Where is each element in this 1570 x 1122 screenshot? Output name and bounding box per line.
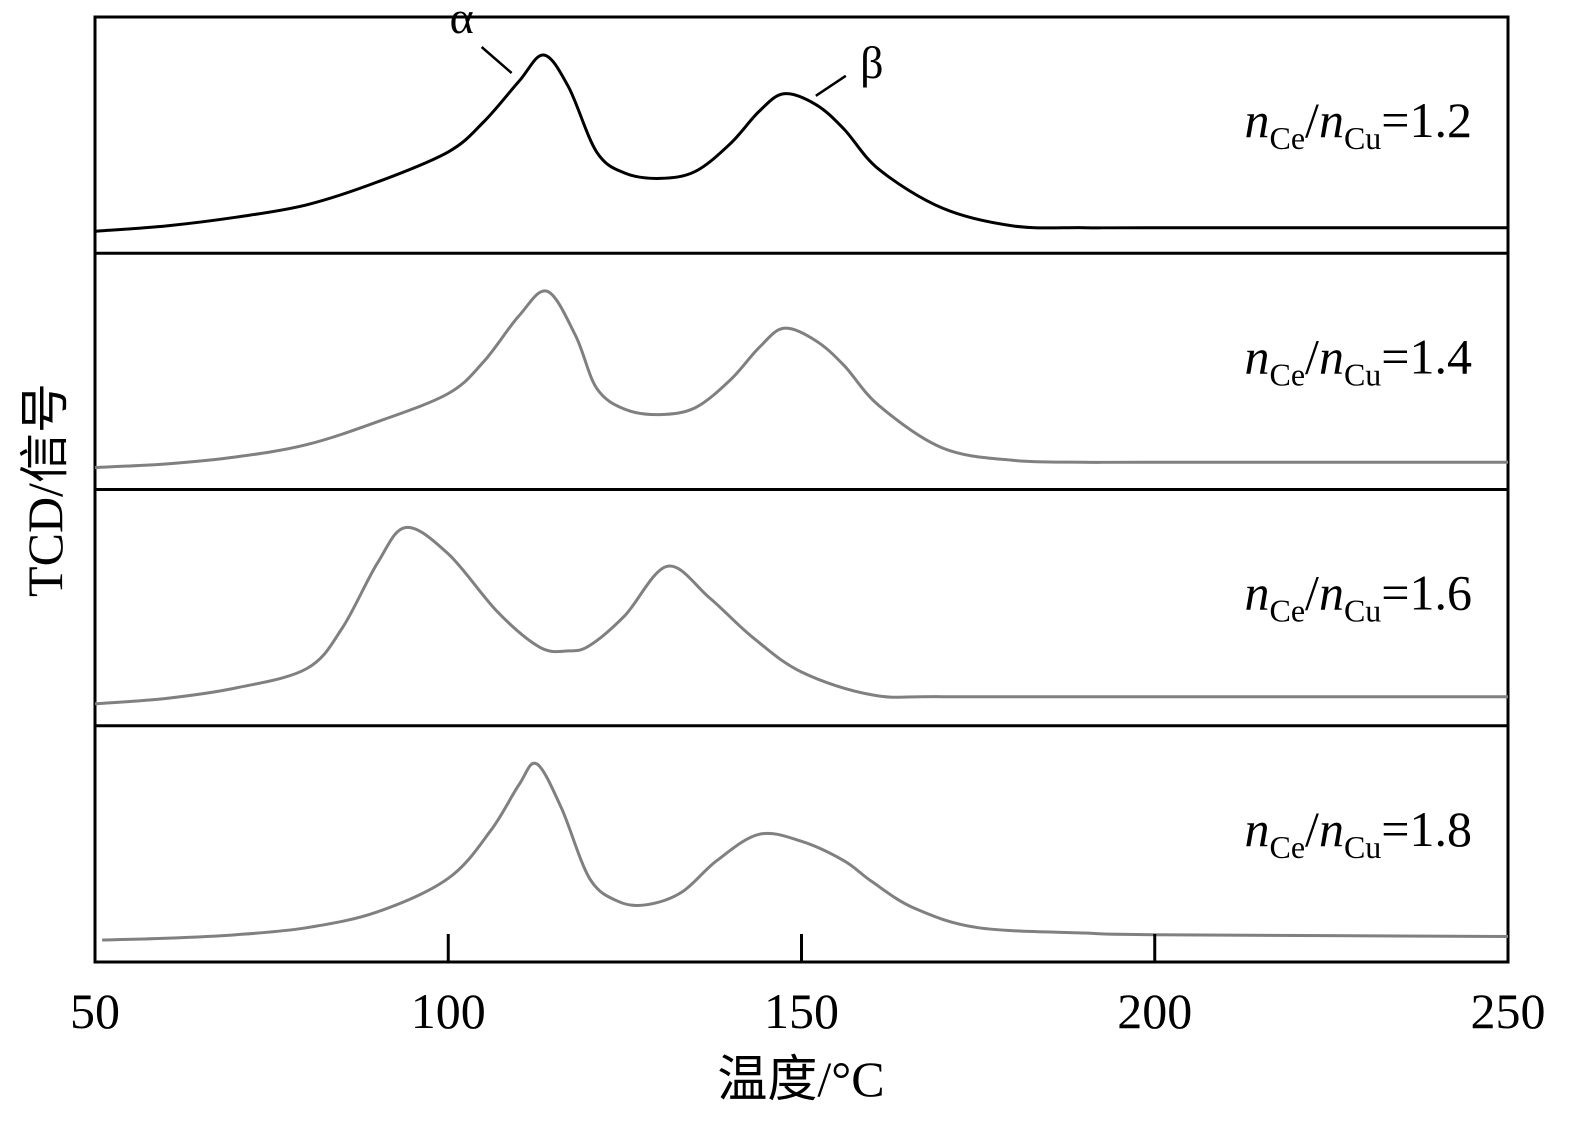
series-label-part: n — [1319, 801, 1344, 857]
peak-annotation: α — [450, 0, 474, 43]
series-label-part: Ce — [1270, 593, 1306, 629]
series-label-part: =1.8 — [1381, 801, 1472, 857]
series-label: nCe/nCu=1.6 — [1245, 565, 1473, 629]
peak-annotations: αβ — [450, 0, 884, 97]
series-label-part: Cu — [1344, 593, 1381, 629]
x-tick-label: 100 — [411, 983, 486, 1039]
series-label-part: / — [1305, 92, 1319, 148]
x-tick-label: 50 — [70, 983, 120, 1039]
y-axis-label: TCD/信号 — [17, 383, 73, 597]
series-label-part: =1.2 — [1381, 92, 1472, 148]
x-axis-ticks — [446, 934, 1157, 962]
panel-labels: nCe/nCu=1.2nCe/nCu=1.4nCe/nCu=1.6nCe/nCu… — [1245, 92, 1473, 865]
series-label-part: =1.4 — [1381, 328, 1472, 384]
annotation-leader — [480, 46, 513, 74]
x-tick-label: 200 — [1117, 983, 1192, 1039]
x-axis-label: 温度/°C — [717, 1051, 884, 1107]
peak-annotation: β — [860, 37, 883, 88]
series-label-part: Ce — [1270, 829, 1306, 865]
panel-dividers — [95, 251, 1508, 728]
series-label-part: n — [1319, 565, 1344, 621]
series-line — [94, 525, 1508, 706]
x-axis-tick-labels: 50 100 150 200 250 — [70, 983, 1546, 1039]
x-tick-label: 150 — [764, 983, 839, 1039]
series-label-part: / — [1305, 565, 1319, 621]
series-label: nCe/nCu=1.2 — [1245, 92, 1473, 156]
series-label-part: / — [1305, 801, 1319, 857]
series-label-part: n — [1319, 92, 1344, 148]
series-line — [102, 761, 1509, 942]
series-layer — [94, 53, 1509, 942]
series-label-part: Cu — [1344, 120, 1381, 156]
series-label-part: n — [1245, 92, 1270, 148]
series-label-part: =1.6 — [1381, 565, 1472, 621]
series-label-part: Cu — [1344, 356, 1381, 392]
series-label-part: Ce — [1270, 356, 1306, 392]
series-label-part: / — [1305, 328, 1319, 384]
series-line — [94, 289, 1508, 469]
series-line — [94, 53, 1508, 233]
x-tick-label: 250 — [1471, 983, 1546, 1039]
series-label-part: Ce — [1270, 120, 1306, 156]
series-label-part: n — [1245, 328, 1270, 384]
series-label-part: n — [1319, 328, 1344, 384]
series-label: nCe/nCu=1.8 — [1245, 801, 1473, 865]
series-label: nCe/nCu=1.4 — [1245, 328, 1473, 392]
series-label-part: Cu — [1344, 829, 1381, 865]
series-label-part: n — [1245, 565, 1270, 621]
annotation-leader — [815, 74, 847, 97]
series-label-part: n — [1245, 801, 1270, 857]
